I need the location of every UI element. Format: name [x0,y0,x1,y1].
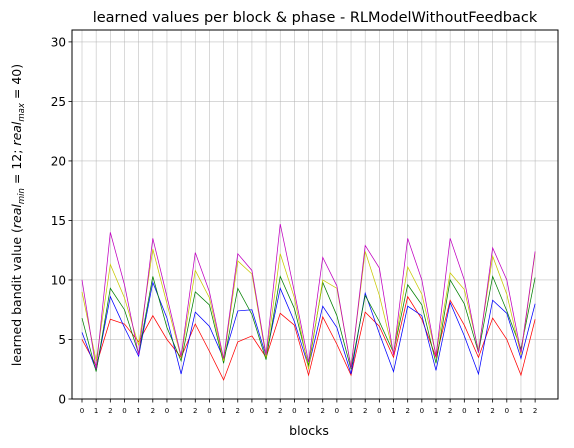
x-tick-label: 1 [476,407,480,415]
x-tick-label: 1 [264,407,268,415]
y-tick-label: 5 [58,333,66,347]
x-tick-label: 0 [505,407,509,415]
x-tick-label: 2 [278,407,282,415]
x-tick-label: 0 [292,407,296,415]
x-tick-label: 2 [363,407,367,415]
x-tick-label: 0 [377,407,381,415]
x-tick-label: 1 [94,407,98,415]
x-tick-label: 2 [533,407,537,415]
x-axis-label: blocks [289,423,329,438]
x-tick-label: 2 [448,407,452,415]
y-tick-label: 25 [51,95,66,109]
x-tick-label: 1 [306,407,310,415]
x-tick-label: 2 [151,407,155,415]
series-line-0 [81,295,536,381]
x-tick-label: 0 [250,407,254,415]
x-tick-label: 0 [420,407,424,415]
x-tick-label: 1 [434,407,438,415]
y-axis-label: learned bandit value (realmin = 12; real… [9,64,27,366]
x-tick-label: 2 [405,407,409,415]
x-tick-label: 2 [193,407,197,415]
y-tick-label: 15 [51,214,66,228]
x-tick-label: 1 [391,407,395,415]
series-line-4 [81,223,536,370]
x-tick-label: 0 [335,407,339,415]
x-tick-label: 2 [108,407,112,415]
x-tick-label: 1 [221,407,225,415]
x-tick-label: 2 [320,407,324,415]
chart-title: learned values per block & phase - RLMod… [93,10,538,26]
grid-layer [72,30,558,400]
y-tick-label: 30 [51,35,66,49]
plot-frame [71,29,559,400]
axis-layer: 0 1 2 0 1 2 0 1 2 0 1 2 0 1 2 0 1 2 0 1 2 0 1 2 0 1 2 0 1 2 0 1 20510152… [51,35,538,415]
series-layer [81,223,536,381]
x-tick-label: 2 [490,407,494,415]
x-tick-label: 0 [122,407,126,415]
x-tick-label: 0 [207,407,211,415]
y-tick-label: 0 [58,393,66,407]
series-line-2 [81,275,536,372]
x-tick-label: 1 [349,407,353,415]
x-tick-label: 1 [179,407,183,415]
x-tick-label: 0 [80,407,84,415]
y-tick-label: 10 [51,273,66,287]
series-line-3 [81,248,536,370]
x-tick-label: 0 [462,407,466,415]
y-tick-label: 20 [51,154,66,168]
x-tick-label: 0 [165,407,169,415]
x-tick-label: 2 [236,407,240,415]
x-tick-label: 1 [519,407,523,415]
x-tick-label: 1 [136,407,140,415]
